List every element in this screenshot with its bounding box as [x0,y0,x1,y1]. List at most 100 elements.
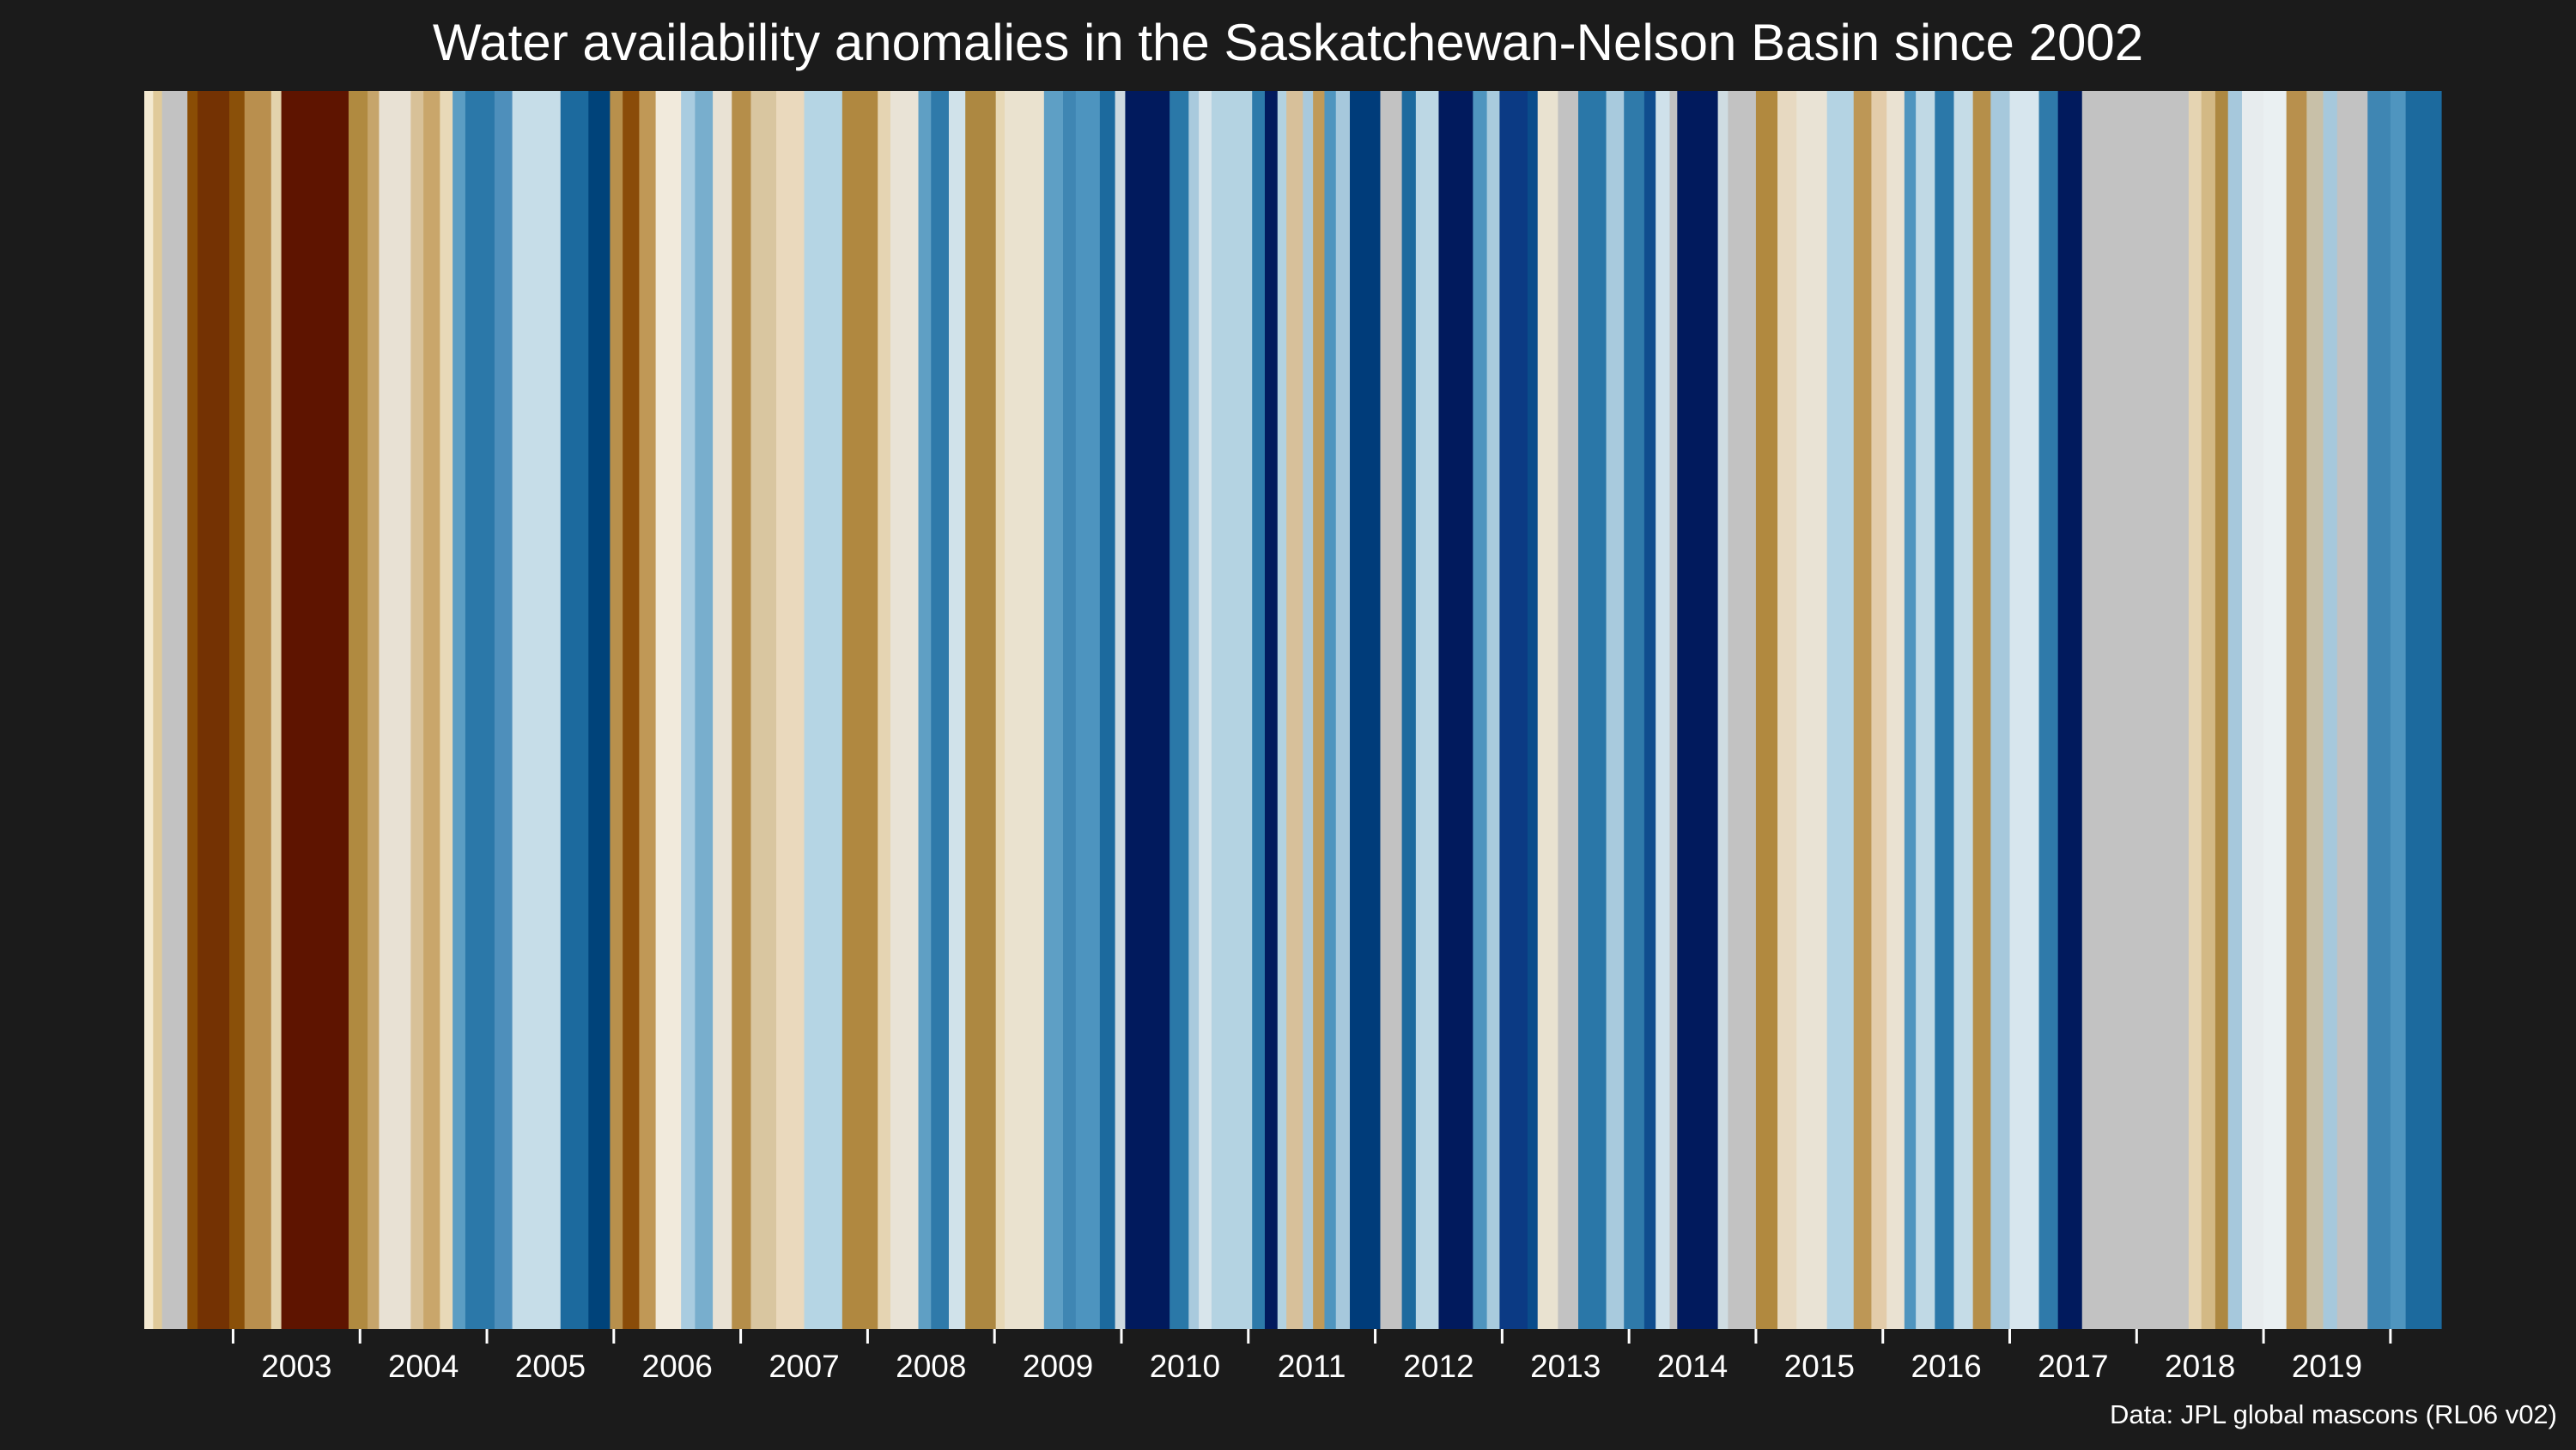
tick-label-2012: 2012 [1403,1349,1473,1384]
tick-label-2017: 2017 [2038,1349,2108,1384]
stripe-5 [229,91,246,1329]
tick-label-2018: 2018 [2165,1349,2235,1384]
stripe-99 [2227,91,2243,1329]
stripe-75 [1669,91,1678,1329]
stripe-19 [560,91,589,1329]
stripe-27 [713,91,732,1329]
stripe-84 [1871,91,1887,1329]
stripe-12 [410,91,424,1329]
stripe-100 [2241,91,2264,1329]
stripe-49 [1199,91,1212,1329]
stripe-63 [1438,91,1473,1329]
stripe-58 [1335,91,1351,1329]
stripe-28 [732,91,752,1329]
stripe-85 [1886,91,1905,1329]
stripe-57 [1324,91,1337,1329]
tick-label-2008: 2008 [896,1349,966,1384]
stripe-79 [1755,91,1778,1329]
stripe-65 [1486,91,1500,1329]
stripe-39 [995,91,1005,1329]
stripe-3 [187,91,198,1329]
stripe-9 [348,91,368,1329]
stripe-40 [1005,91,1045,1329]
stripe-106 [2367,91,2391,1329]
stripe-74 [1656,91,1671,1329]
stripe-52 [1264,91,1279,1329]
stripe-25 [681,91,696,1329]
stripe-104 [2323,91,2338,1329]
stripe-14 [440,91,453,1329]
tick-label-2009: 2009 [1023,1349,1093,1384]
stripe-37 [948,91,966,1329]
x-axis: 2003 2004 2005 2006 2007 2008 2009 2010 2011 2012… [231,1329,2392,1384]
stripe-45 [1115,91,1127,1329]
stripe-92 [2009,91,2040,1329]
stripe-87 [1916,91,1935,1329]
stripe-107 [2390,91,2407,1329]
tick-label-2015: 2015 [1784,1349,1855,1384]
stripe-38 [965,91,997,1329]
stripe-51 [1252,91,1266,1329]
stripe-90 [1972,91,1991,1329]
stripe-43 [1075,91,1101,1329]
stripe-48 [1188,91,1200,1329]
stripe-94 [2057,91,2083,1329]
stripe-32 [841,91,878,1329]
stripe-96 [2188,91,2202,1329]
stripe-101 [2263,91,2287,1329]
stripe-89 [1953,91,1974,1329]
stripe-22 [623,91,640,1329]
stripe-97 [2201,91,2216,1329]
tick-label-2003: 2003 [261,1349,331,1384]
tick-label-2006: 2006 [642,1349,713,1384]
stripe-91 [1990,91,2011,1329]
tick-label-2007: 2007 [769,1349,839,1384]
stripe-71 [1606,91,1625,1329]
stripe-47 [1170,91,1189,1329]
tick-label-2010: 2010 [1150,1349,1220,1384]
stripe-88 [1935,91,1955,1329]
stripe-95 [2081,91,2190,1329]
tick-label-2011: 2011 [1278,1349,1346,1384]
stripe-31 [804,91,843,1329]
stripe-10 [368,91,380,1329]
stripe-83 [1853,91,1873,1329]
stripes-layer [144,91,2442,1329]
stripe-93 [2038,91,2059,1329]
tick-label-2005: 2005 [515,1349,586,1384]
stripe-34 [890,91,920,1329]
tick-label-2016: 2016 [1911,1349,1981,1384]
data-source-caption: Data: JPL global mascons (RL06 v02) [2110,1399,2557,1429]
stripe-17 [494,91,513,1329]
stripe-29 [750,91,777,1329]
stripe-15 [453,91,466,1329]
stripe-78 [1728,91,1757,1329]
stripe-11 [379,91,411,1329]
stripe-7 [270,91,283,1329]
stripe-16 [465,91,495,1329]
stripe-77 [1717,91,1729,1329]
stripe-1 [153,91,163,1329]
stripe-24 [655,91,682,1329]
stripe-64 [1473,91,1488,1329]
stripe-21 [610,91,623,1329]
stripe-6 [244,91,272,1329]
stripe-82 [1826,91,1855,1329]
stripe-55 [1303,91,1314,1329]
stripe-0 [144,91,154,1329]
stripe-70 [1578,91,1607,1329]
stripe-86 [1904,91,1917,1329]
stripe-13 [423,91,440,1329]
stripe-4 [197,91,230,1329]
stripe-33 [878,91,891,1329]
stripe-73 [1643,91,1656,1329]
stripe-46 [1125,91,1170,1329]
stripe-81 [1796,91,1828,1329]
stripe-8 [281,91,349,1329]
stripe-69 [1558,91,1579,1329]
stripe-67 [1527,91,1539,1329]
stripe-76 [1677,91,1719,1329]
stripe-23 [639,91,657,1329]
chart-title: Water availability anomalies in the Sask… [432,14,2144,71]
